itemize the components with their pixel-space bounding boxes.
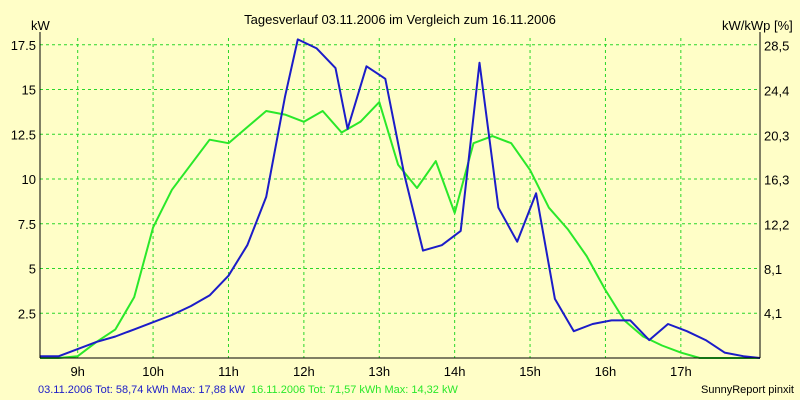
y-tick-label: 2.5 [18,306,36,321]
y-tick-label: 7.5 [18,217,36,232]
y2-tick-label: 20,3 [764,129,789,144]
series-line-2 [40,101,760,359]
y-tick-label: 12.5 [11,127,36,142]
grid-lines [40,38,760,358]
x-tick-label: 16h [595,364,617,379]
y2-tick-label: 4,1 [764,306,782,321]
y2-tick-label: 8,1 [764,262,782,277]
y-tick-label: 10 [22,172,36,187]
x-tick-label: 13h [368,364,390,379]
y2-tick-label: 16,3 [764,172,789,187]
y-axis-right-unit: kW/kWp [%] [722,18,793,33]
y2-tick-label: 12,2 [764,217,789,232]
x-tick-label: 10h [142,364,164,379]
footer-series1-summary: 03.11.2006 Tot: 58,74 kWh Max: 17,88 kW [38,384,245,396]
footer-credit: SunnyReport pinxit [701,384,794,396]
y-tick-label: 15 [22,83,36,98]
y-axis-left-unit: kW [31,18,51,33]
x-tick-label: 17h [670,364,692,379]
footer-series2-summary: 16.11.2006 Tot: 71,57 kWh Max: 14,32 kW [251,384,458,396]
y2-tick-label: 24,4 [764,84,789,99]
x-tick-label: 14h [444,364,466,379]
y2-tick-label: 28,5 [764,39,789,54]
footer-summary: 03.11.2006 Tot: 58,74 kWh Max: 17,88 kW … [38,384,458,396]
plot-frame [39,32,761,359]
x-tick-label: 9h [70,364,84,379]
tick-labels: 2.5 5 7.5 10 12.5 15 17.5 4,1 8,1 12,2 16,3 20,3 24,… [11,38,790,379]
series-line-1 [40,38,761,359]
data-series [40,38,761,359]
y-tick-label: 17.5 [11,38,36,53]
x-tick-label: 15h [519,364,541,379]
x-tick-label: 11h [218,364,239,379]
chart-title: Tagesverlauf 03.11.2006 im Vergleich zum… [244,12,556,27]
x-tick-label: 12h [293,364,315,379]
y-tick-label: 5 [29,262,36,277]
